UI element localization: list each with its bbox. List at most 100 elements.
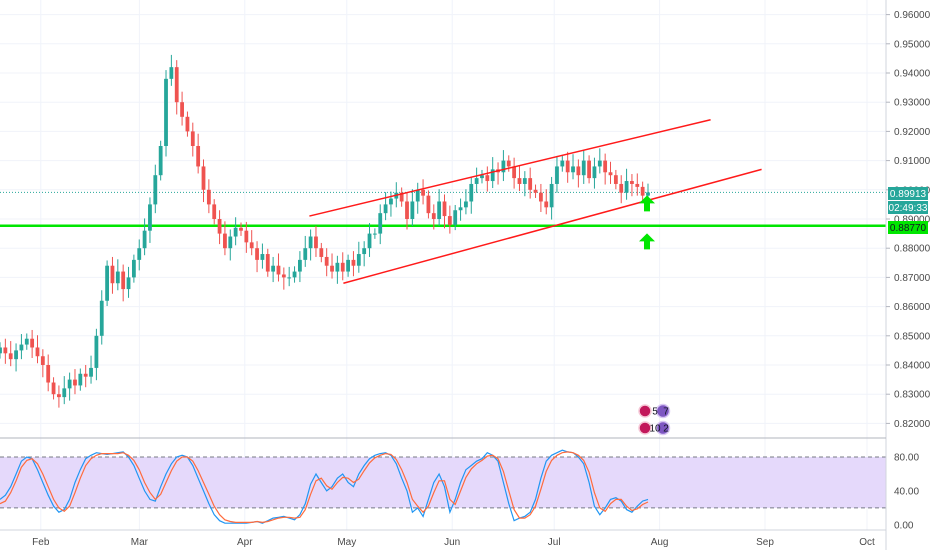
candle xyxy=(0,342,2,359)
candle xyxy=(244,221,249,253)
candle xyxy=(217,210,222,245)
candle xyxy=(330,253,334,279)
candle xyxy=(14,343,18,372)
price-tick-label: 0.84000 xyxy=(894,361,931,372)
event-badge[interactable]: 10 2 xyxy=(638,420,671,436)
candle xyxy=(105,260,110,307)
price-tick-label: 0.83000 xyxy=(894,390,931,401)
candle xyxy=(549,176,554,220)
time-tick-label: Mar xyxy=(131,537,149,548)
candle xyxy=(362,241,367,267)
candle xyxy=(592,157,597,189)
candle xyxy=(538,183,543,212)
oscillator-lines xyxy=(0,449,649,524)
candle xyxy=(372,228,377,239)
candle xyxy=(630,174,634,197)
candle xyxy=(405,192,409,230)
candle xyxy=(3,338,8,364)
price-tick-labels: 0.96000 0.95000 0.94000 0.93000 0.92000 0.910… xyxy=(886,10,931,430)
time-tick-label: May xyxy=(337,537,356,548)
price-tick-label: 0.87000 xyxy=(894,273,931,284)
price-axis xyxy=(0,0,887,550)
current-price-label: 0.89913 xyxy=(890,189,927,200)
candle xyxy=(324,248,329,277)
price-tick-label: 0.93000 xyxy=(894,98,931,109)
support-level-label: 0.88770 xyxy=(890,223,927,234)
current-price-box xyxy=(888,187,928,200)
grid xyxy=(0,0,886,530)
price-tick-label: 0.91000 xyxy=(894,156,931,167)
candle xyxy=(597,148,602,174)
candle xyxy=(142,218,147,256)
time-tick-label: Apr xyxy=(237,537,253,548)
candle xyxy=(89,355,93,384)
price-tick-label: 0.89000 xyxy=(894,215,931,226)
candle xyxy=(560,155,565,172)
price-tick-label: 0.92000 xyxy=(894,127,931,138)
time-tick-label: Oct xyxy=(859,537,875,548)
candle xyxy=(94,328,99,381)
candle xyxy=(223,221,227,256)
price-tick-label: 0.88000 xyxy=(894,244,931,255)
oscillator-tick-labels: 80.00 40.00 0.00 xyxy=(894,452,919,531)
candle xyxy=(346,254,350,277)
candle xyxy=(415,182,420,214)
candle xyxy=(298,251,302,283)
candle xyxy=(485,166,490,192)
oscillator-line xyxy=(0,451,649,524)
badge-count: 5 xyxy=(652,407,658,418)
candle xyxy=(233,217,238,246)
arrow-annotations xyxy=(639,195,655,250)
candle xyxy=(340,252,345,281)
candle xyxy=(185,111,190,137)
candle xyxy=(383,192,388,221)
candle xyxy=(442,194,447,229)
candle xyxy=(458,198,463,221)
candle xyxy=(255,241,259,273)
candle xyxy=(78,368,83,391)
oscillator-tick-label: 0.00 xyxy=(894,520,914,531)
candle xyxy=(431,204,436,230)
candle xyxy=(67,372,72,401)
candle xyxy=(474,167,479,193)
candle xyxy=(506,155,511,172)
candlestick-series xyxy=(0,54,650,408)
candle xyxy=(565,151,570,183)
time-tick-label: Jul xyxy=(548,537,561,548)
candle xyxy=(399,187,404,207)
candle xyxy=(581,150,586,184)
candle xyxy=(19,334,24,360)
event-badges: 5 710 2 xyxy=(638,403,671,436)
candle xyxy=(421,179,425,205)
candle xyxy=(281,267,286,290)
candle xyxy=(512,157,517,189)
candle xyxy=(389,191,393,217)
candle xyxy=(496,162,500,185)
candle xyxy=(51,377,56,400)
badge-count: 10 xyxy=(649,424,661,435)
flag-icon xyxy=(638,404,652,418)
candle xyxy=(292,266,297,283)
time-tick-label: Feb xyxy=(32,537,50,548)
candle xyxy=(314,226,318,257)
price-tick-label: 0.94000 xyxy=(894,69,931,80)
candle xyxy=(603,153,608,185)
candle xyxy=(169,54,174,86)
candle xyxy=(501,150,506,182)
candle xyxy=(522,171,527,197)
candle xyxy=(367,223,372,257)
candle xyxy=(640,181,645,201)
candle xyxy=(30,329,35,358)
candle xyxy=(110,256,115,294)
candle xyxy=(249,230,254,256)
candle xyxy=(271,256,276,283)
support-level xyxy=(0,191,886,227)
candle xyxy=(153,164,158,214)
candle xyxy=(287,266,292,287)
candle xyxy=(35,335,40,364)
candle xyxy=(126,266,131,298)
candle xyxy=(131,254,136,283)
candle xyxy=(24,333,29,350)
price-tick-label: 0.95000 xyxy=(894,39,931,50)
